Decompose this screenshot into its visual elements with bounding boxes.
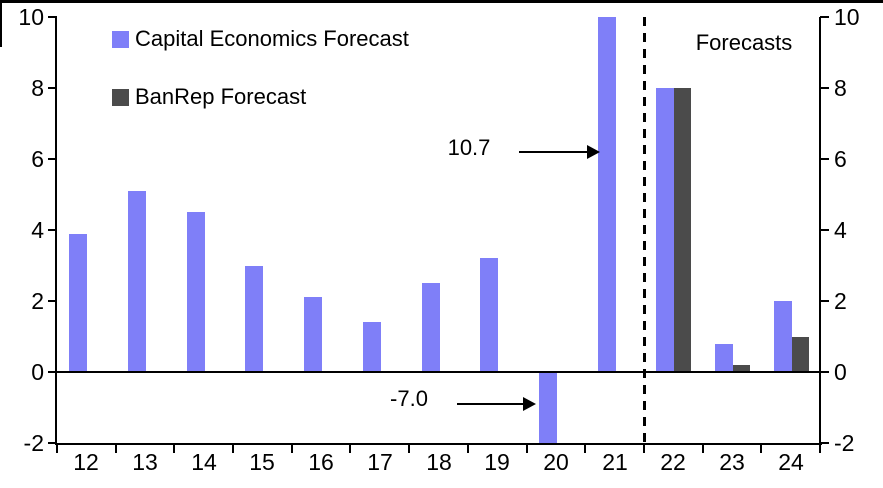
x-axis-tick-8 bbox=[526, 443, 528, 453]
y-axis-right-tick-4 bbox=[820, 229, 829, 231]
x-axis-line bbox=[55, 443, 822, 445]
y-axis-right-line bbox=[819, 17, 821, 445]
y-axis-left-tick--2 bbox=[48, 442, 57, 444]
y-axis-left-label-10: 10 bbox=[18, 4, 44, 30]
y-axis-left-label-2: 2 bbox=[31, 288, 44, 314]
legend-item-capital-economics: Capital Economics Forecast bbox=[112, 28, 409, 50]
bar-capital-economics-24 bbox=[774, 301, 792, 372]
y-axis-right-label-8: 8 bbox=[834, 75, 847, 101]
forecasts-region-label: Forecasts bbox=[695, 30, 793, 55]
x-axis-tick-9 bbox=[584, 443, 586, 453]
x-axis-label-13: 13 bbox=[132, 449, 158, 475]
x-axis-tick-4 bbox=[291, 443, 293, 453]
y-axis-left-tick-8 bbox=[48, 87, 57, 89]
x-axis-label-12: 12 bbox=[73, 449, 99, 475]
annotation-peak-arrow-head bbox=[587, 145, 600, 159]
y-axis-left-label-4: 4 bbox=[31, 217, 44, 243]
zero-line bbox=[56, 371, 820, 373]
bar-capital-economics-12 bbox=[69, 234, 87, 372]
bar-capital-economics-21 bbox=[598, 17, 616, 372]
x-axis-label-20: 20 bbox=[543, 449, 569, 475]
y-axis-left-tick-4 bbox=[48, 229, 57, 231]
x-axis-tick-11 bbox=[702, 443, 704, 453]
x-axis-tick-13 bbox=[819, 443, 821, 453]
bar-banrep-22 bbox=[674, 88, 691, 372]
y-axis-right-tick-2 bbox=[820, 300, 829, 302]
y-axis-left-label-8: 8 bbox=[31, 75, 44, 101]
bar-capital-economics-20 bbox=[539, 372, 557, 443]
legend-swatch-capital-economics bbox=[112, 30, 129, 48]
x-axis-tick-5 bbox=[349, 443, 351, 453]
bar-capital-economics-13 bbox=[128, 191, 146, 372]
x-axis-label-17: 17 bbox=[367, 449, 393, 475]
y-axis-right-label-6: 6 bbox=[834, 146, 847, 172]
x-axis-tick-6 bbox=[408, 443, 410, 453]
y-axis-right-label-10: 10 bbox=[834, 4, 860, 30]
annotation-trough-arrow-line bbox=[457, 403, 523, 405]
y-axis-right-label--2: -2 bbox=[834, 430, 855, 456]
forecast-divider-dashed-line bbox=[643, 17, 646, 443]
y-axis-left-tick-6 bbox=[48, 158, 57, 160]
bar-banrep-24 bbox=[792, 337, 809, 372]
y-axis-right-tick-0 bbox=[820, 371, 829, 373]
bar-capital-economics-19 bbox=[480, 258, 498, 372]
y-axis-right-label-4: 4 bbox=[834, 217, 847, 243]
x-axis-tick-1 bbox=[115, 443, 117, 453]
y-axis-right-tick-8 bbox=[820, 87, 829, 89]
x-axis-tick-2 bbox=[173, 443, 175, 453]
x-axis-tick-12 bbox=[760, 443, 762, 453]
bar-banrep-23 bbox=[733, 365, 750, 372]
x-axis-label-22: 22 bbox=[660, 449, 686, 475]
top-border-line bbox=[0, 0, 883, 3]
left-border-fragment bbox=[0, 0, 2, 47]
bar-capital-economics-15 bbox=[245, 266, 263, 372]
x-axis-tick-0 bbox=[56, 443, 58, 453]
x-axis-label-16: 16 bbox=[308, 449, 334, 475]
x-axis-label-24: 24 bbox=[778, 449, 804, 475]
y-axis-right-label-0: 0 bbox=[834, 359, 847, 385]
x-axis-label-14: 14 bbox=[191, 449, 217, 475]
y-axis-left-tick-10 bbox=[48, 16, 57, 18]
legend-label-capital-economics: Capital Economics Forecast bbox=[135, 26, 409, 51]
x-axis-label-21: 21 bbox=[602, 449, 628, 475]
legend-label-banrep: BanRep Forecast bbox=[135, 84, 307, 109]
x-axis-label-15: 15 bbox=[249, 449, 275, 475]
y-axis-left-line bbox=[55, 17, 57, 445]
x-axis-label-19: 19 bbox=[484, 449, 510, 475]
y-axis-left-tick-0 bbox=[48, 371, 57, 373]
x-axis-tick-10 bbox=[643, 443, 645, 453]
y-axis-left-label--2: -2 bbox=[23, 430, 44, 456]
legend-swatch-banrep bbox=[112, 88, 129, 106]
bar-capital-economics-22 bbox=[656, 88, 674, 372]
annotation-trough-value: -7.0 bbox=[390, 386, 428, 411]
bar-capital-economics-18 bbox=[422, 283, 440, 372]
x-axis-tick-7 bbox=[467, 443, 469, 453]
y-axis-left-tick-2 bbox=[48, 300, 57, 302]
y-axis-right-label-2: 2 bbox=[834, 288, 847, 314]
bar-capital-economics-16 bbox=[304, 297, 322, 372]
y-axis-left-label-0: 0 bbox=[31, 359, 44, 385]
annotation-trough-arrow-head bbox=[523, 397, 536, 411]
bar-capital-economics-14 bbox=[187, 212, 205, 372]
y-axis-right-tick--2 bbox=[820, 442, 829, 444]
x-axis-tick-3 bbox=[232, 443, 234, 453]
y-axis-left-label-6: 6 bbox=[31, 146, 44, 172]
x-axis-label-18: 18 bbox=[426, 449, 452, 475]
legend-item-banrep: BanRep Forecast bbox=[112, 86, 306, 108]
y-axis-right-tick-10 bbox=[820, 16, 829, 18]
annotation-peak-arrow-line bbox=[519, 151, 587, 153]
annotation-peak-value: 10.7 bbox=[447, 135, 491, 160]
x-axis-label-23: 23 bbox=[719, 449, 745, 475]
y-axis-right-tick-6 bbox=[820, 158, 829, 160]
bar-capital-economics-17 bbox=[363, 322, 381, 372]
bar-capital-economics-23 bbox=[715, 344, 733, 372]
